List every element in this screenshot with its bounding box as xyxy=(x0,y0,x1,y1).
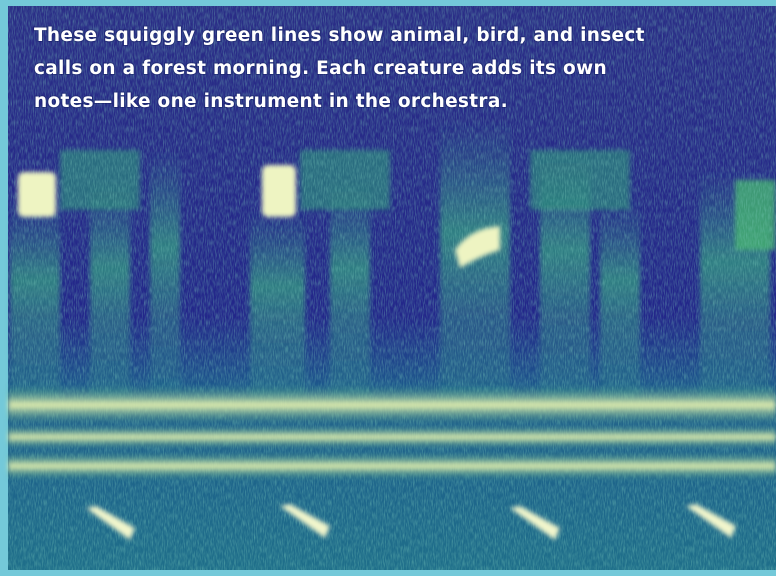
insect-bands xyxy=(8,385,776,480)
caption-line: These squiggly green lines show animal, … xyxy=(34,25,645,46)
spectrogram-figure: These squiggly green lines show animal, … xyxy=(0,0,776,576)
caption-line: calls on a forest morning. Each creature… xyxy=(34,58,607,79)
page: These squiggly green lines show animal, … xyxy=(0,0,776,576)
caption-line: notes—like one instrument in the orchest… xyxy=(34,91,508,112)
